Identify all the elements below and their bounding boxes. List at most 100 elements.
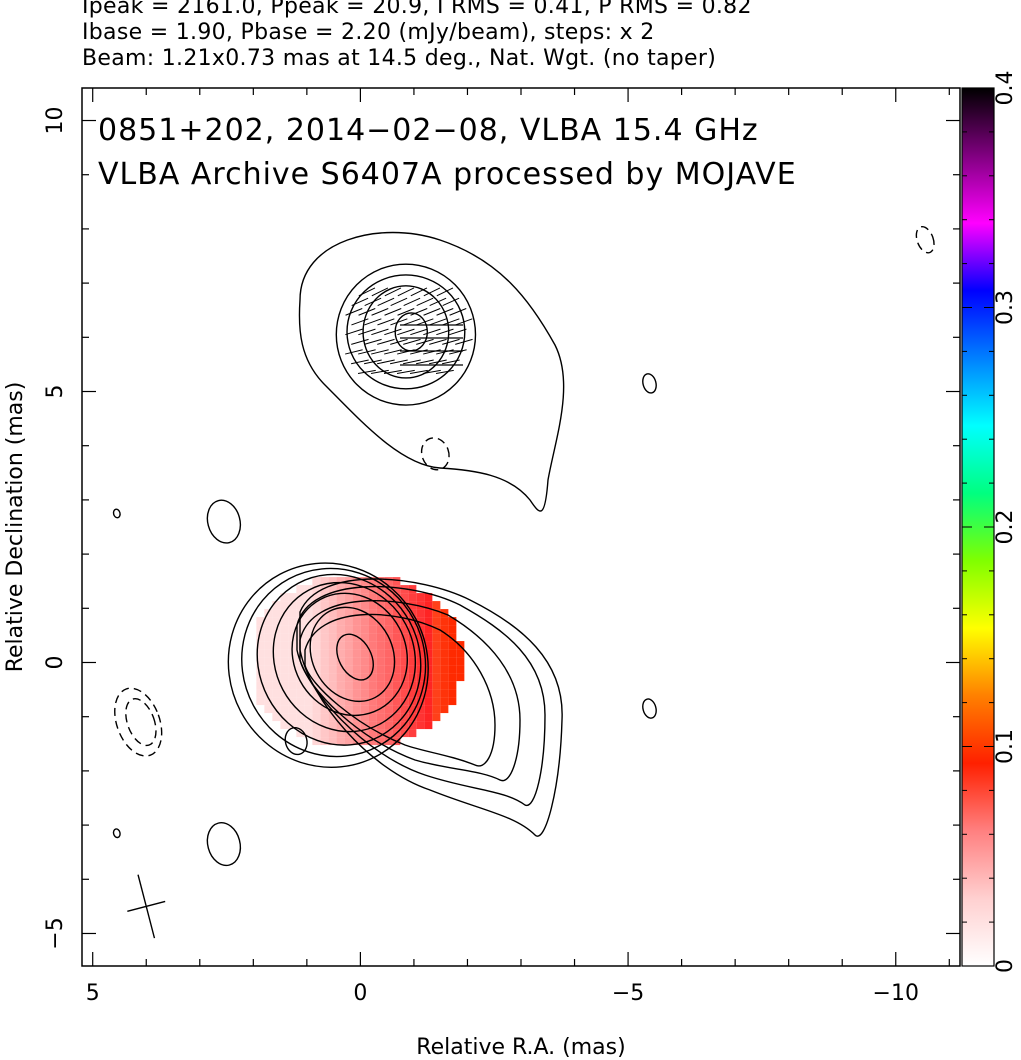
heat-cell (272, 601, 281, 610)
heat-cell (432, 625, 441, 634)
heat-cell (408, 721, 417, 730)
heat-cell (336, 737, 345, 746)
heat-cell (424, 713, 433, 722)
heat-cell (304, 649, 313, 658)
heat-cell (384, 577, 393, 586)
heat-cell (416, 601, 425, 610)
heat-cell (384, 641, 393, 650)
heat-cell (320, 625, 329, 634)
heat-cell (424, 593, 433, 602)
core-extended-contour (304, 613, 496, 767)
heat-cell (312, 585, 321, 594)
heat-cell (328, 705, 337, 714)
heat-cell (360, 705, 369, 714)
heat-cell (376, 633, 385, 642)
heat-cell (376, 665, 385, 674)
heat-cell (336, 673, 345, 682)
heat-cell (328, 689, 337, 698)
heat-cell (320, 737, 329, 746)
heat-cell (336, 585, 345, 594)
heat-cell (312, 657, 321, 666)
pol-vector (403, 297, 421, 307)
heat-cell (312, 649, 321, 658)
core-extended-contour (296, 585, 546, 806)
heat-cell (416, 697, 425, 706)
heat-cell (320, 721, 329, 730)
heat-cell (392, 633, 401, 642)
heat-cell (368, 689, 377, 698)
pol-vector (390, 318, 408, 326)
jet-contour (394, 312, 429, 352)
heat-cell (416, 713, 425, 722)
pol-vector (384, 349, 402, 355)
heat-cell (368, 705, 377, 714)
heat-cell (280, 633, 289, 642)
heat-cell (352, 673, 361, 682)
pol-vector (423, 287, 441, 297)
heat-cell (344, 665, 353, 674)
heat-cell (384, 665, 393, 674)
pol-vector (449, 308, 467, 316)
heat-cell (344, 681, 353, 690)
colorbar-tick-label: 0 (993, 959, 1018, 973)
pol-vector (371, 287, 389, 297)
heat-cell (360, 649, 369, 658)
heat-cell (440, 657, 449, 666)
heat-cell (408, 617, 417, 626)
heat-cell (368, 697, 377, 706)
heat-cell (352, 593, 361, 602)
heat-cell (280, 593, 289, 602)
core-contour (256, 573, 422, 746)
heat-cell (424, 681, 433, 690)
pol-vector (371, 349, 389, 355)
heat-cell (344, 689, 353, 698)
heat-cell (448, 697, 457, 706)
heat-cell (440, 633, 449, 642)
heat-cell (368, 625, 377, 634)
pol-vector (397, 328, 415, 336)
heat-cell (264, 633, 273, 642)
heat-cell (440, 617, 449, 626)
pol-vector (429, 338, 447, 345)
small-contours (112, 373, 657, 867)
heat-cell (368, 641, 377, 650)
heat-cell (304, 617, 313, 626)
heat-cell (440, 673, 449, 682)
heat-cell (344, 617, 353, 626)
heat-cell (424, 697, 433, 706)
y-axis-ticks: −5 0 5 10 (43, 107, 960, 950)
heat-cell (328, 577, 337, 586)
heat-cell (360, 673, 369, 682)
heat-cell (256, 641, 265, 650)
heat-cell (392, 585, 401, 594)
heat-cell (424, 617, 433, 626)
jet-contour (346, 274, 466, 390)
negative-contour (420, 437, 450, 471)
heat-cell (304, 681, 313, 690)
heat-cell (280, 673, 289, 682)
heat-cell (376, 721, 385, 730)
core-contour (227, 562, 429, 769)
pol-vector (358, 308, 376, 316)
heat-cell (344, 633, 353, 642)
heat-cell (320, 633, 329, 642)
negative-contour (125, 698, 157, 747)
heat-cell (320, 641, 329, 650)
heat-cell (328, 681, 337, 690)
x-tick-label: 0 (353, 981, 367, 1006)
heat-cell (384, 657, 393, 666)
pol-vector (442, 297, 460, 307)
small-contour (206, 822, 242, 867)
heat-cell (384, 721, 393, 730)
heat-cell (384, 593, 393, 602)
heat-cell (264, 689, 273, 698)
heat-cell (432, 681, 441, 690)
heat-cell (360, 721, 369, 730)
heat-cell (352, 577, 361, 586)
pol-vector (351, 297, 369, 307)
pol-vector (441, 359, 460, 365)
pol-vector (436, 287, 454, 297)
colorbar-tick-label: 0.2 (993, 510, 1018, 545)
header-base-steps: Ibase = 1.90, Pbase = 2.20 (mJy/beam), s… (82, 20, 655, 45)
y-tick-label: 5 (43, 385, 68, 399)
